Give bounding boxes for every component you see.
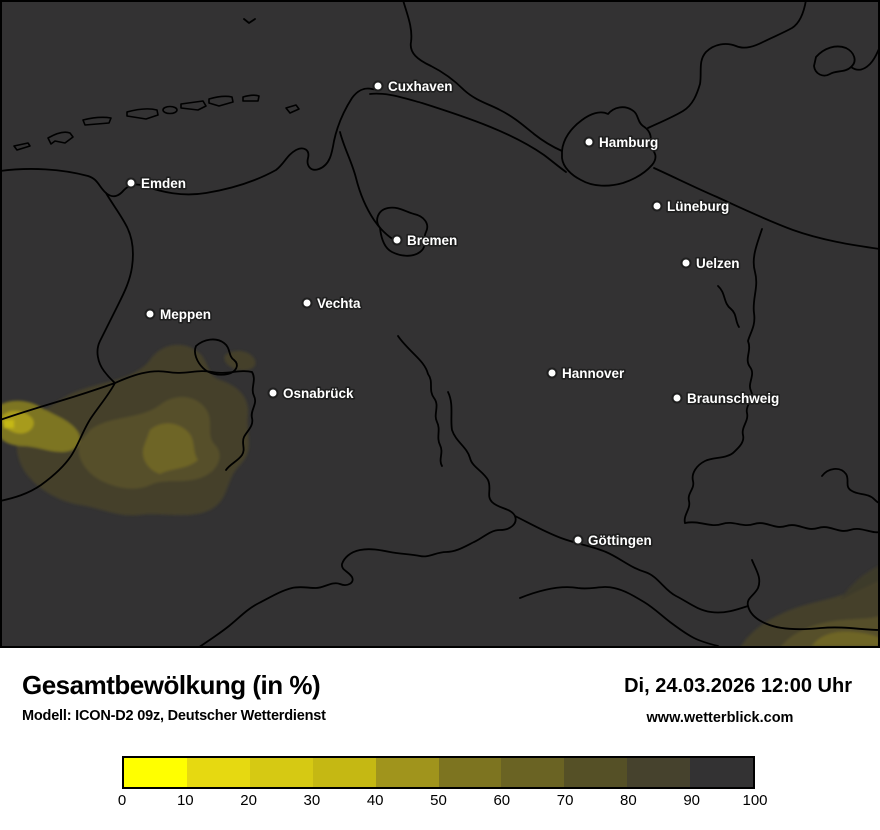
city-dot-hamburg [583, 136, 595, 148]
city-label-cuxhaven: Cuxhaven [388, 79, 453, 94]
colorbar-tick-40: 40 [366, 792, 384, 809]
forecast-datetime: Di, 24.03.2026 12:00 Uhr [624, 675, 852, 697]
city-label-g-ttingen: Göttingen [588, 533, 652, 548]
colorbar-segment-8 [627, 758, 691, 787]
colorbar-segment-6 [501, 758, 565, 787]
colorbar-segment-5 [438, 758, 502, 787]
city-marker-hamburg: Hamburg [583, 133, 660, 152]
city-dot-vechta [301, 297, 313, 309]
colorbar-tick-50: 50 [430, 792, 447, 809]
colorbar-segment-2 [249, 758, 313, 787]
colorbar-tick-90: 90 [683, 792, 701, 809]
colorbar-tick-70: 70 [556, 792, 574, 809]
colorbar-segment-3 [312, 758, 376, 787]
city-dot-osnabr-ck [267, 387, 279, 399]
city-marker-hannover: Hannover [546, 364, 627, 383]
island-outlines [13, 18, 300, 151]
city-dot-bremen [391, 234, 403, 246]
city-label-l-neburg: Lüneburg [667, 199, 729, 214]
colorbar-segment-0 [124, 758, 187, 787]
page-title: Gesamtbewölkung (in %) [22, 670, 321, 700]
website-label: www.wetterblick.com [646, 710, 794, 726]
colorbar-tick-20: 20 [240, 792, 257, 809]
city-dot-uelzen [680, 257, 692, 269]
cloud-cover-map: Cuxhaven Hamburg Emden Lüneburg Bremen Uelzen… [0, 0, 880, 648]
colorbar-tick-80: 80 [620, 792, 637, 809]
city-marker-bremen: Bremen [391, 231, 459, 250]
colorbar-tick-0: 0 [117, 792, 127, 809]
city-dot-g-ttingen [572, 534, 584, 546]
colorbar-tick-10: 10 [176, 792, 194, 809]
city-marker-braunschweig: Braunschweig [671, 389, 781, 408]
city-marker-g-ttingen: Göttingen [572, 531, 653, 550]
colorbar-tick-labels: 0 10 20 30 40 50 60 70 80 90 100 [118, 792, 768, 812]
city-label-hannover: Hannover [562, 366, 625, 381]
border-lines [0, 0, 880, 648]
footer: Gesamtbewölkung (in %) Modell: ICON-D2 0… [0, 648, 880, 830]
city-dot-l-neburg [651, 200, 663, 212]
colorbar-tick-60: 60 [493, 792, 511, 809]
model-info: Modell: ICON-D2 09z, Deutscher Wetterdie… [22, 708, 326, 724]
city-dot-cuxhaven [372, 80, 384, 92]
city-dot-meppen [144, 308, 156, 320]
colorbar-segment-7 [564, 758, 628, 787]
city-dot-emden [125, 177, 137, 189]
city-marker-uelzen: Uelzen [680, 254, 741, 273]
city-label-uelzen: Uelzen [696, 256, 740, 271]
colorbar-segment-4 [375, 758, 439, 787]
map-frame [0, 0, 880, 648]
city-marker-meppen: Meppen [144, 305, 213, 324]
map-background [0, 0, 880, 648]
city-marker-cuxhaven: Cuxhaven [372, 77, 454, 96]
city-dot-braunschweig [671, 392, 683, 404]
city-dot-hannover [546, 367, 558, 379]
cloud-cover-colorbar [122, 756, 755, 789]
city-marker-l-neburg: Lüneburg [651, 197, 731, 216]
city-markers: Cuxhaven Hamburg Emden Lüneburg Bremen Uelzen… [125, 77, 781, 550]
city-label-vechta: Vechta [317, 296, 361, 311]
colorbar-segment-9 [690, 758, 754, 787]
city-marker-emden: Emden [125, 174, 188, 193]
city-label-bremen: Bremen [407, 233, 457, 248]
city-label-meppen: Meppen [160, 307, 211, 322]
map-svg: Cuxhaven Hamburg Emden Lüneburg Bremen Uelzen… [0, 0, 880, 648]
city-marker-vechta: Vechta [301, 294, 363, 313]
colorbar-tick-30: 30 [303, 792, 321, 809]
city-label-hamburg: Hamburg [599, 135, 658, 150]
city-label-braunschweig: Braunschweig [687, 391, 779, 406]
colorbar-segment-1 [186, 758, 250, 787]
colorbar-tick-100: 100 [742, 792, 768, 809]
city-label-emden: Emden [141, 176, 186, 191]
city-label-osnabr-ck: Osnabrück [283, 386, 354, 401]
city-marker-osnabr-ck: Osnabrück [267, 384, 356, 403]
